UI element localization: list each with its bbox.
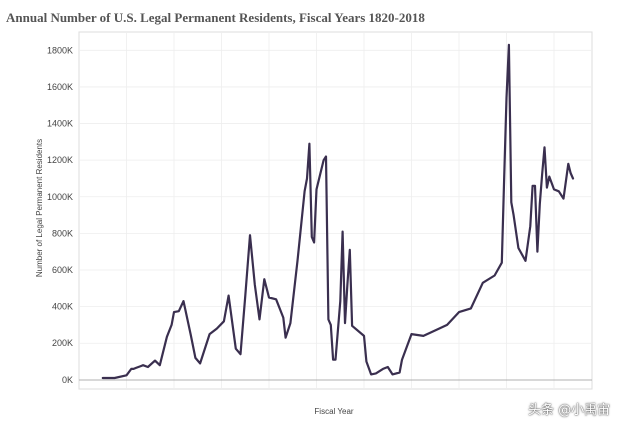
y-tick-label: 1000K (47, 192, 73, 202)
grid (79, 32, 592, 389)
y-tick-label: 600K (52, 265, 73, 275)
series-line-legal-permanent-residents (101, 43, 575, 380)
y-tick-label: 400K (52, 302, 73, 312)
x-axis-title: Fiscal Year (314, 407, 353, 416)
y-tick-label: 1400K (47, 119, 73, 129)
y-tick-label: 1200K (47, 155, 73, 165)
y-axis-title: Number of Legal Permanent Residents (35, 139, 44, 277)
y-tick-label: 1600K (47, 82, 73, 92)
y-tick-label: 0K (62, 375, 73, 385)
watermark-text: 头条 @小禹宙 (528, 403, 611, 418)
y-tick-label: 200K (52, 338, 73, 348)
chart-title: Annual Number of U.S. Legal Permanent Re… (6, 10, 425, 25)
plot-area (78, 31, 593, 390)
y-tick-label: 1800K (47, 45, 73, 55)
y-axis-ticks: 0K 200K 400K 600K 800K 1000K 1200K 1400K 1600K 18… (47, 45, 73, 385)
y-tick-label: 800K (52, 228, 73, 238)
